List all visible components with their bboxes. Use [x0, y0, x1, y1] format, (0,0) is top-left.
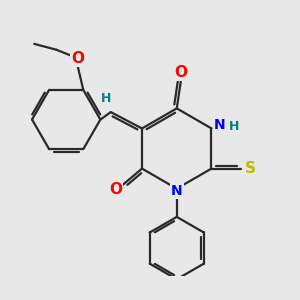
Text: O: O — [175, 65, 188, 80]
Text: N: N — [214, 118, 226, 133]
Text: O: O — [109, 182, 122, 197]
Text: H: H — [101, 92, 112, 105]
Text: H: H — [229, 120, 239, 133]
Text: S: S — [244, 161, 256, 176]
Text: N: N — [171, 184, 183, 198]
Text: O: O — [71, 51, 84, 66]
